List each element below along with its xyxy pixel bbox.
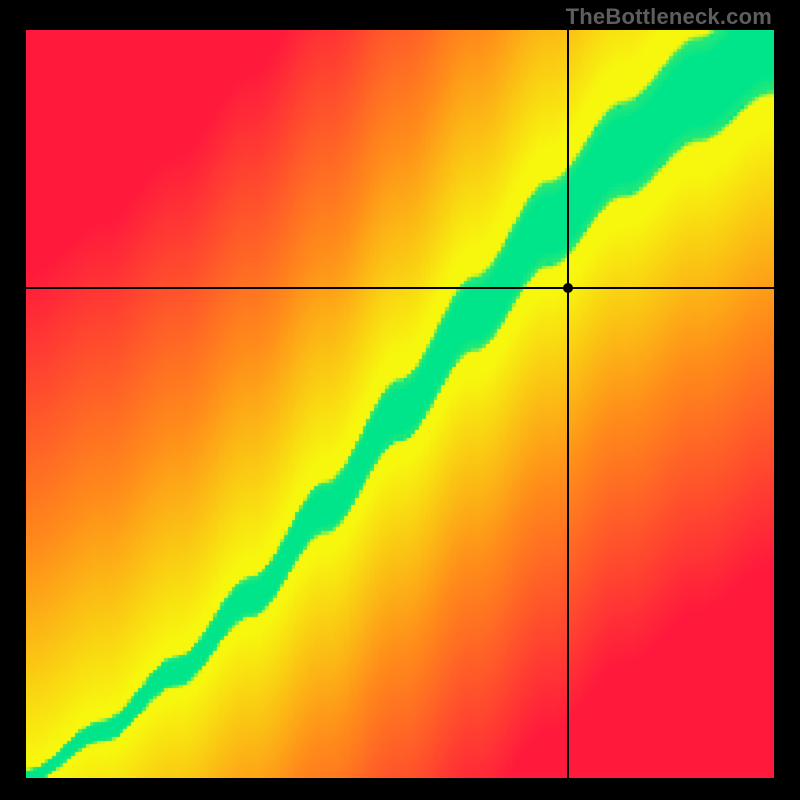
watermark-text: TheBottleneck.com — [566, 4, 772, 30]
crosshair-vertical — [567, 30, 569, 778]
bottleneck-heatmap — [26, 30, 774, 778]
chart-container: TheBottleneck.com — [0, 0, 800, 800]
crosshair-horizontal — [26, 287, 774, 289]
